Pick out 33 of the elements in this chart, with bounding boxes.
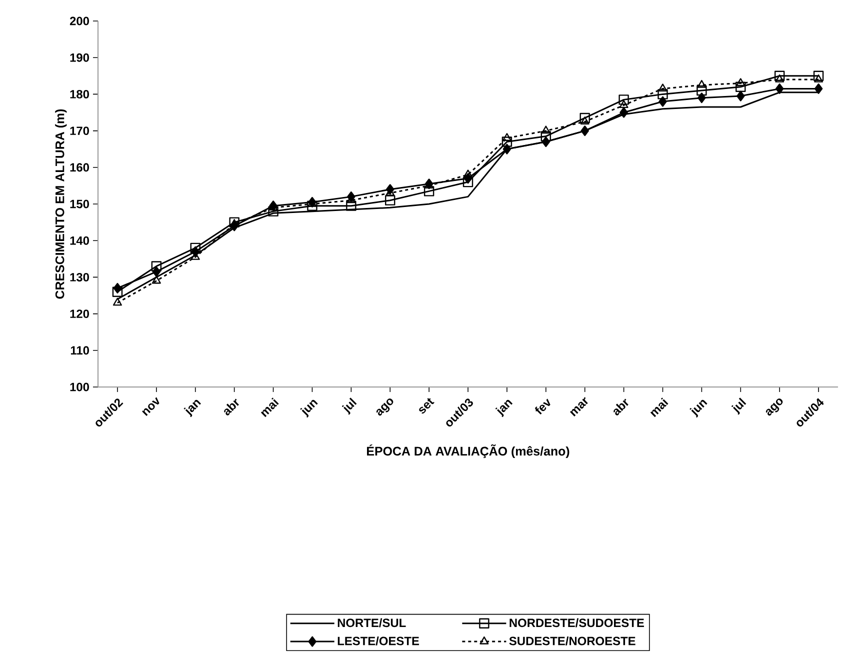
y-tick-label: 140 (70, 236, 89, 245)
x-tick-label: jan (495, 400, 513, 418)
x-tick-label: mar (570, 397, 588, 416)
y-tick-label: 120 (70, 310, 89, 318)
y-tick-label: 110 (70, 346, 89, 355)
x-tick-label: mai (260, 398, 279, 418)
x-tick-label: ago (766, 398, 783, 416)
y-tick-label: 160 (70, 163, 89, 172)
legend-label: SUDESTE/NOROESTE (509, 636, 636, 646)
x-tick-label: fev (535, 398, 550, 415)
x-tick-label: jun (690, 400, 708, 418)
x-tick-label: nov (142, 397, 160, 416)
x-tick-label: jun (300, 400, 318, 418)
y-tick-label: 130 (70, 272, 89, 282)
y-tick-label: 150 (70, 200, 89, 208)
y-tick-label: 200 (70, 16, 89, 26)
x-tick-label: set (419, 398, 434, 414)
legend-label: LESTE/OESTE (338, 636, 419, 646)
x-tick-label: ago (376, 398, 394, 416)
x-tick-label: jul (342, 398, 357, 415)
y-tick-label: 170 (70, 126, 89, 136)
y-tick-label: 180 (70, 90, 89, 98)
x-tick-label: abr (224, 398, 239, 416)
x-tick-label: jul (731, 398, 746, 415)
x-axis-title: ÉPOCA DA AVALIAÇÃO (mês/ano) (367, 444, 570, 458)
y-tick-label: 100 (70, 382, 89, 392)
x-tick-label: abr (614, 398, 628, 416)
y-tick-label: 190 (70, 53, 89, 62)
x-tick-label: mai (650, 398, 668, 418)
legend-label: NORDESTE/SUDOESTE (510, 618, 644, 628)
x-tick-label: jan (184, 400, 201, 418)
y-axis-title: CRESCIMENTO EM ALTURA (m) (55, 109, 67, 299)
legend-label: NORTE/SUL (338, 618, 406, 628)
